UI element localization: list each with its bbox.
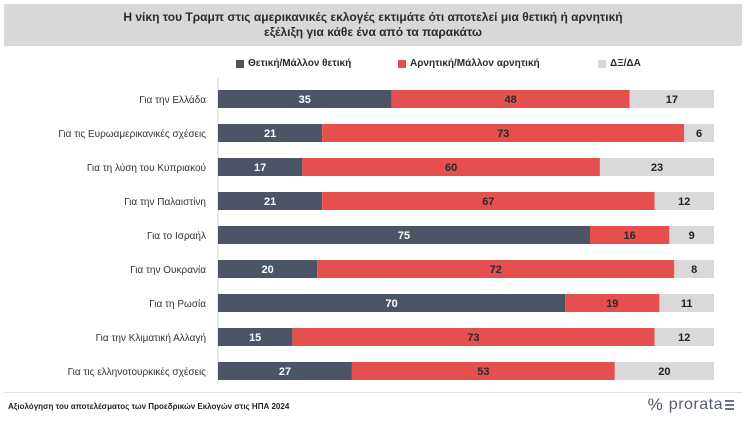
bar-value-label: 17 bbox=[666, 94, 678, 106]
bar-value-label: 20 bbox=[658, 366, 670, 378]
bar-value-label: 35 bbox=[299, 94, 311, 106]
bar-segment-positive bbox=[218, 192, 323, 210]
bar-segment-dk bbox=[674, 260, 714, 278]
bar-value-label: 12 bbox=[678, 196, 690, 208]
percent-logo-icon: % bbox=[647, 395, 663, 414]
legend-swatch-dk bbox=[598, 59, 606, 68]
bar-segment-positive bbox=[218, 226, 590, 244]
bar-value-label: 23 bbox=[651, 162, 663, 174]
bar-value-label: 48 bbox=[505, 94, 517, 106]
bar-value-label: 53 bbox=[477, 366, 489, 378]
bar-value-label: 20 bbox=[261, 264, 273, 276]
bar-value-label: 11 bbox=[681, 298, 693, 310]
category-label: Για τις ελληνοτουρκικές σχέσεις bbox=[68, 366, 207, 378]
bar-value-label: 70 bbox=[385, 298, 397, 310]
category-label: Για τις Ευρωαμερικανικές σχέσεις bbox=[58, 128, 206, 140]
category-label: Για την Ελλάδα bbox=[139, 94, 206, 106]
stacked-bar-chart: Για την Ελλάδα 35 48 17 Για τις Ευρωαμερικαν… bbox=[58, 78, 714, 384]
prorata-logo: % prorata bbox=[648, 394, 734, 416]
bar-value-label: 15 bbox=[249, 332, 261, 344]
bar-segment-positive bbox=[218, 158, 303, 176]
bar-segment-positive bbox=[218, 294, 566, 312]
chart-title-line-1: Η νίκη του Τραμπ στις αμερικανικές εκλογ… bbox=[123, 10, 623, 24]
bar-value-label: 21 bbox=[264, 128, 276, 140]
bar-value-label: 9 bbox=[689, 230, 695, 242]
category-label: Για την Ουκρανία bbox=[130, 264, 206, 276]
bar-segment-positive bbox=[218, 90, 392, 108]
legend-item-negative: Αρνητική/Μάλλον αρνητική bbox=[398, 58, 540, 69]
category-label: Για τη Ρωσία bbox=[149, 298, 206, 310]
logo-stripes-icon bbox=[725, 399, 734, 411]
legend-item-dk: ΔΞ/ΔΑ bbox=[598, 58, 641, 69]
bar-segment-positive bbox=[218, 362, 352, 380]
legend-swatch-positive bbox=[236, 59, 244, 68]
legend-label-dk: ΔΞ/ΔΑ bbox=[610, 58, 641, 69]
bar-segment-negative bbox=[317, 260, 675, 278]
legend-item-positive: Θετική/Μάλλον θετική bbox=[236, 58, 351, 69]
bar-segment-negative bbox=[322, 124, 685, 142]
bar-segment-dk bbox=[684, 124, 714, 142]
bar-segment-negative bbox=[351, 362, 615, 380]
bar-value-label: 73 bbox=[467, 332, 479, 344]
bar-value-label: 21 bbox=[264, 196, 276, 208]
legend-label-positive: Θετική/Μάλλον θετική bbox=[248, 58, 352, 69]
legend-swatch-negative bbox=[398, 59, 406, 68]
bar-value-label: 75 bbox=[398, 230, 410, 242]
chart-title-line-2: εξέλιξη για κάθε ένα από τα παρακάτω bbox=[264, 25, 482, 39]
category-label: Για το Ισραήλ bbox=[147, 230, 206, 242]
bar-value-label: 67 bbox=[482, 196, 494, 208]
legend-label-negative: Αρνητική/Μάλλον αρνητική bbox=[410, 58, 540, 69]
bar-value-label: 27 bbox=[279, 366, 291, 378]
bar-value-label: 6 bbox=[696, 128, 702, 140]
bar-segment-dk bbox=[669, 226, 714, 244]
bar-value-label: 73 bbox=[497, 128, 509, 140]
footer-divider bbox=[4, 392, 742, 393]
bar-segment-dk bbox=[654, 192, 714, 210]
bar-value-label: 16 bbox=[624, 230, 636, 242]
chart-title-box: Η νίκη του Τραμπ στις αμερικανικές εκλογ… bbox=[4, 4, 742, 46]
bar-segment-negative bbox=[391, 90, 630, 108]
bar-segment-positive bbox=[218, 124, 323, 142]
chart-legend: Θετική/Μάλλον θετική Αρνητική/Μάλλον αρν… bbox=[0, 58, 746, 72]
bar-value-label: 17 bbox=[254, 162, 266, 174]
bar-segment-negative bbox=[292, 328, 655, 346]
bar-value-label: 8 bbox=[691, 264, 697, 276]
bar-segment-negative bbox=[565, 294, 660, 312]
bar-segment-positive bbox=[218, 328, 293, 346]
bar-segment-negative bbox=[322, 192, 655, 210]
bar-segment-negative bbox=[590, 226, 670, 244]
bar-value-label: 60 bbox=[445, 162, 457, 174]
category-label: Για τη λύση του Κυπριακού bbox=[87, 162, 206, 174]
bar-segment-dk bbox=[654, 328, 714, 346]
bar-segment-positive bbox=[218, 260, 318, 278]
bar-segment-dk bbox=[659, 294, 714, 312]
bar-segment-dk bbox=[599, 158, 714, 176]
bar-segment-negative bbox=[302, 158, 600, 176]
bar-value-label: 72 bbox=[490, 264, 502, 276]
category-label: Για την Κλιματική Αλλαγή bbox=[96, 332, 206, 344]
bar-value-label: 19 bbox=[606, 298, 618, 310]
bar-segment-dk bbox=[614, 362, 714, 380]
source-note: Αξιολόγηση του αποτελέσματος των Προεδρι… bbox=[8, 402, 290, 411]
category-label: Για την Παλαιστίνη bbox=[124, 196, 206, 208]
logo-wordmark: prorata bbox=[668, 396, 723, 413]
bar-value-label: 12 bbox=[678, 332, 690, 344]
bar-segment-dk bbox=[629, 90, 714, 108]
